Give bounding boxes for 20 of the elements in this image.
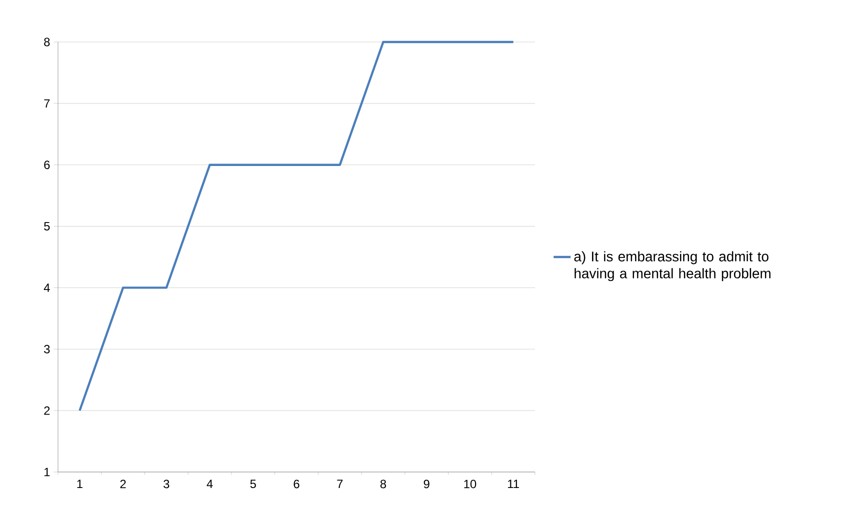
y-tick-label: 1 xyxy=(44,468,50,476)
x-tick-label: 7 xyxy=(337,480,343,488)
y-tick-label: 8 xyxy=(44,38,50,46)
x-tick-label: 1 xyxy=(77,480,82,488)
x-tick-label: 6 xyxy=(294,480,300,488)
x-tick-label: 3 xyxy=(164,480,170,488)
x-tick-label: 5 xyxy=(250,480,256,488)
y-tick-label: 7 xyxy=(44,99,50,108)
y-tick-label: 4 xyxy=(44,284,50,292)
legend-label: a) It is embarassing to admit to having a mental health problem xyxy=(574,251,770,282)
y-tick-label: 2 xyxy=(44,406,50,415)
x-tick-label: 9 xyxy=(424,480,430,488)
x-tick-label: 11 xyxy=(508,480,519,488)
y-tick-label: 6 xyxy=(44,160,50,170)
x-tick-label: 2 xyxy=(120,480,126,488)
y-tick-label: 3 xyxy=(44,344,50,354)
x-tick-label: 8 xyxy=(380,480,386,488)
y-tick-label: 5 xyxy=(44,222,50,230)
x-tick-label: 4 xyxy=(206,480,213,488)
x-tick-label: 10 xyxy=(464,480,476,488)
